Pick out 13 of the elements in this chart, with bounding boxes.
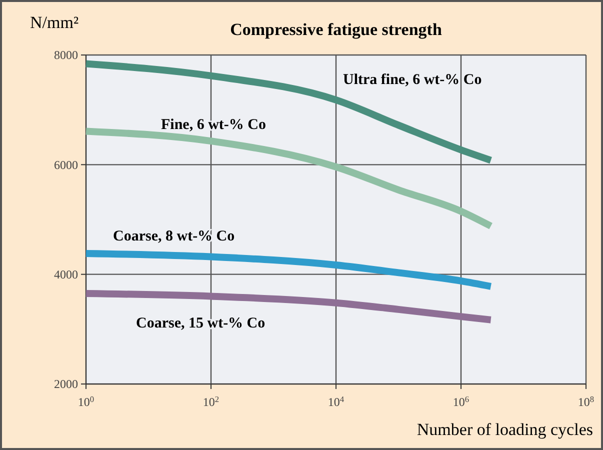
chart-title: Compressive fatigue strength (230, 20, 442, 39)
y-axis-title: N/mm² (30, 13, 79, 32)
x-tick-label: 10$^{2}$ (202, 394, 220, 409)
y-tick-label: 8000 (54, 48, 78, 62)
y-tick-label: 4000 (54, 268, 78, 282)
x-axis-title: Number of loading cycles (416, 420, 593, 439)
x-tick-label: 10$^{6}$ (452, 394, 470, 409)
x-tick-label: 10$^{8}$ (578, 394, 594, 409)
series-label: Ultra fine, 6 wt-% Co (343, 72, 482, 88)
x-tick-label: 10$^{0}$ (78, 394, 94, 409)
x-tick-label: 10$^{4}$ (328, 394, 345, 409)
y-tick-label: 2000 (54, 377, 78, 392)
y-tick-label: 6000 (54, 158, 78, 172)
